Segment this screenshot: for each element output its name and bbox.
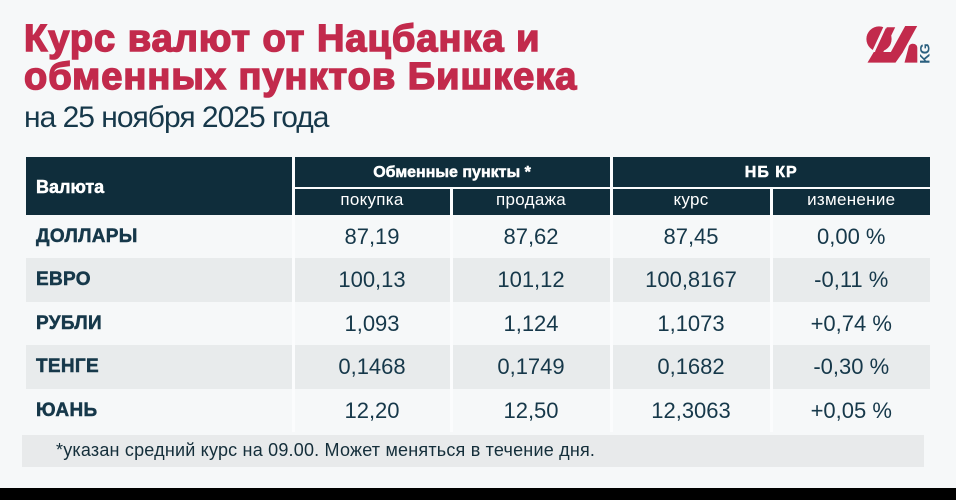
svg-text:KG: KG [917,43,933,63]
